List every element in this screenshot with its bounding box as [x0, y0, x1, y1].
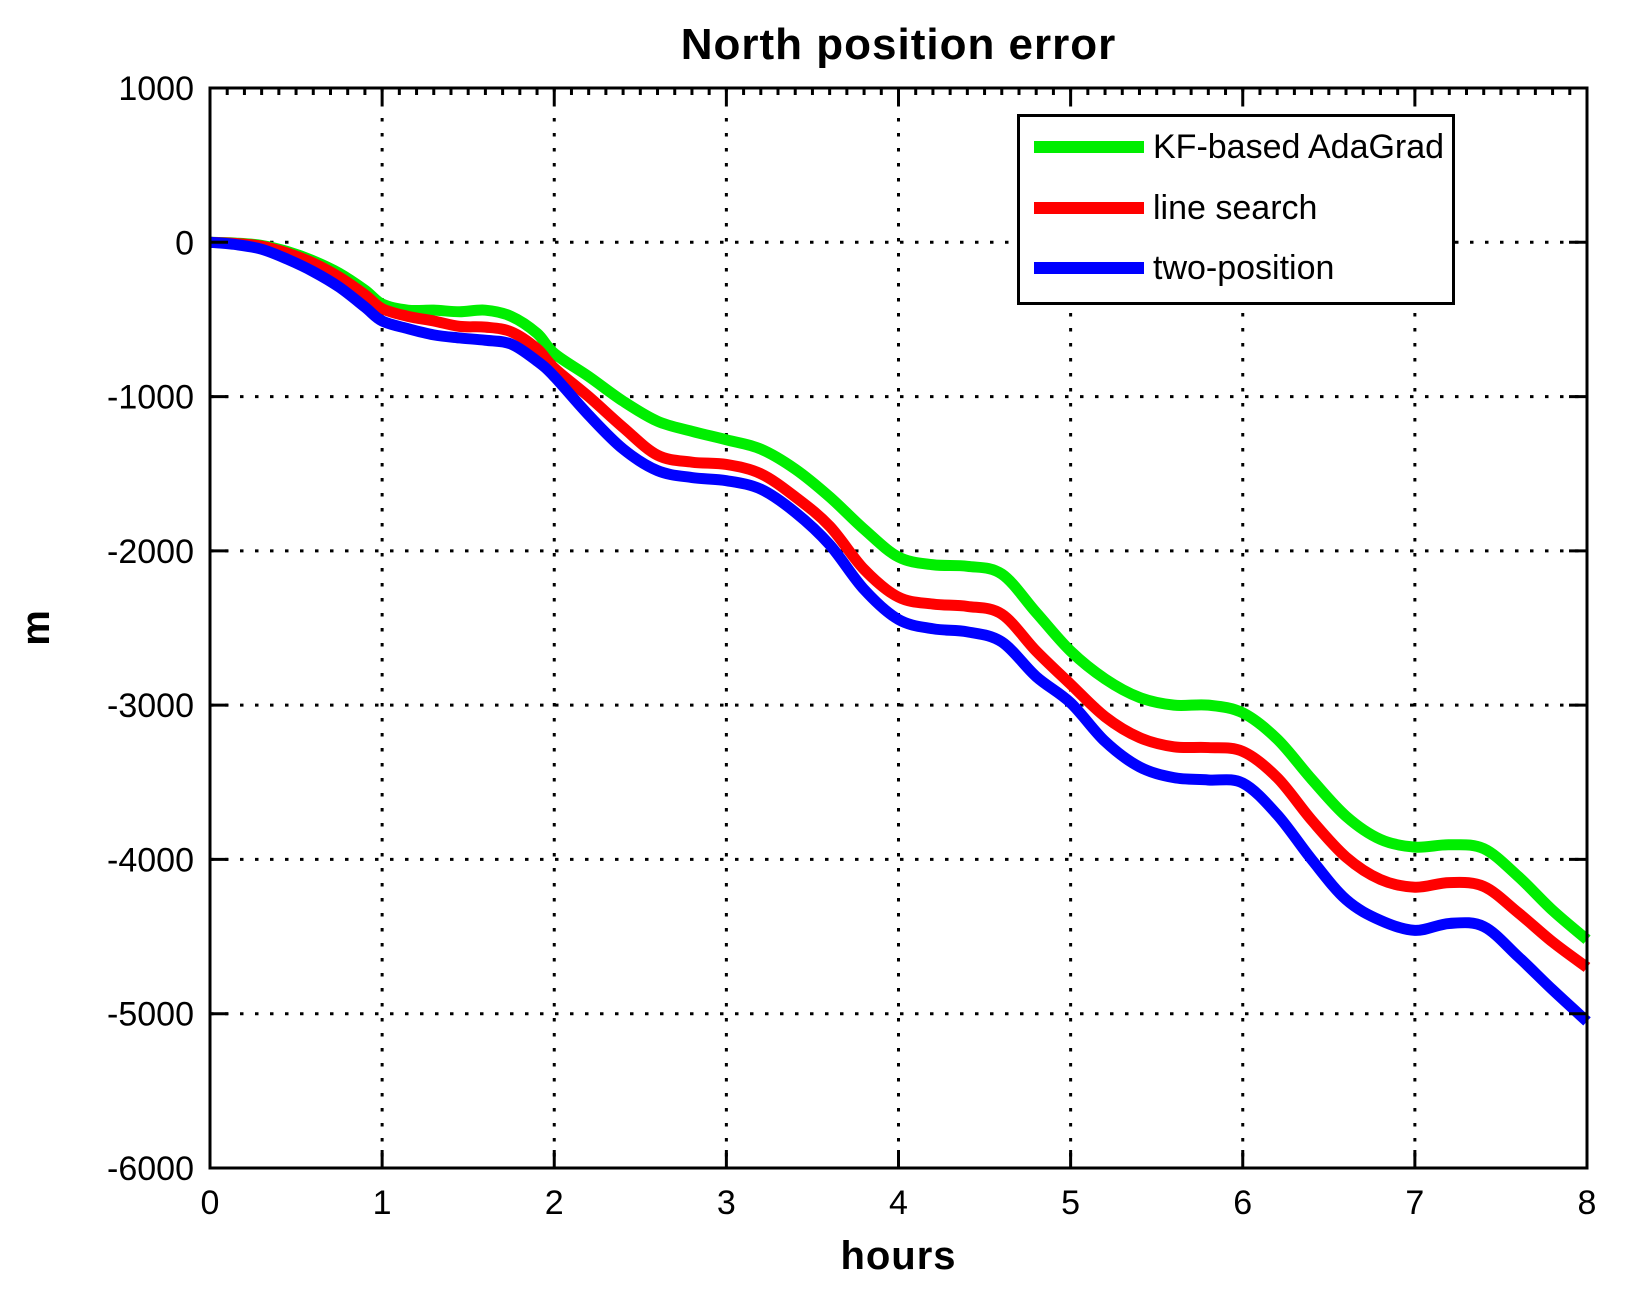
y-tick-label: -4000 — [107, 841, 194, 879]
x-tick-label: 0 — [201, 1184, 220, 1222]
y-tick-label: 1000 — [118, 70, 194, 108]
x-tick-label: 7 — [1405, 1184, 1424, 1222]
series-line-two-position — [209, 236, 1591, 1026]
x-axis-label: hours — [840, 1234, 957, 1278]
legend-swatch-kf-based-adagrad — [1034, 141, 1144, 153]
y-tick-label: -1000 — [107, 379, 194, 417]
y-tick-label: -6000 — [107, 1150, 194, 1188]
x-tick-label: 3 — [717, 1184, 736, 1222]
series-line-line-search — [209, 236, 1591, 972]
x-tick-label: 1 — [373, 1184, 392, 1222]
chart-title: North position error — [680, 20, 1117, 69]
legend-item-line-search: line search — [1034, 191, 1452, 225]
legend-swatch-two-position — [1034, 262, 1144, 274]
legend-swatch-line-search — [1034, 201, 1144, 214]
y-tick-label: -3000 — [107, 687, 194, 725]
legend: KF-based AdaGrad line search two-positio… — [1017, 114, 1455, 305]
legend-label-line-search: line search — [1153, 188, 1318, 227]
x-tick-label: 4 — [889, 1184, 908, 1222]
legend-label-two-position: two-position — [1153, 249, 1335, 287]
y-tick-label: 0 — [175, 224, 194, 262]
legend-item-two-position: two-position — [1034, 251, 1452, 285]
y-tick-label: -2000 — [107, 533, 194, 571]
x-tick-label: 6 — [1233, 1184, 1252, 1222]
y-tick-label: -5000 — [107, 996, 194, 1034]
x-tick-label: 8 — [1578, 1184, 1597, 1222]
y-axis-label: m — [14, 610, 58, 646]
legend-item-kf-based-adagrad: KF-based AdaGrad — [1034, 130, 1452, 164]
x-tick-label: 2 — [545, 1184, 564, 1222]
legend-label-kf-based-adagrad: KF-based AdaGrad — [1153, 128, 1445, 166]
x-tick-label: 5 — [1061, 1184, 1080, 1222]
